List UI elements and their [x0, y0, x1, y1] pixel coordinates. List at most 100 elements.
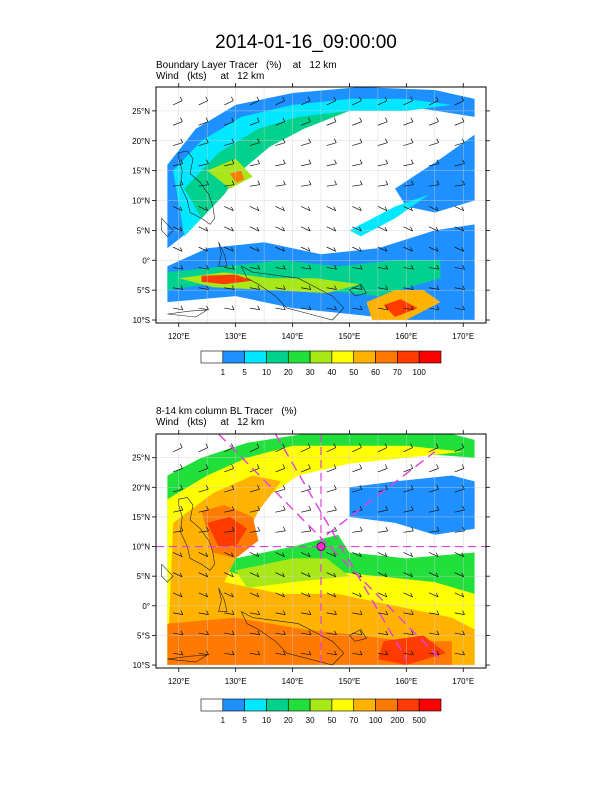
- wind-barb: [275, 159, 286, 167]
- wind-barb: [249, 443, 260, 453]
- wind-barb: [300, 592, 311, 598]
- wind-barb: [300, 226, 311, 232]
- colorbar-label: 200: [391, 716, 405, 725]
- colorbar-label: 20: [284, 716, 293, 725]
- wind-barb: [377, 206, 388, 212]
- colorbar-swatch: [331, 350, 355, 364]
- coastline: [240, 611, 345, 666]
- colorbar-swatch: [353, 350, 376, 364]
- wind-barb: [301, 305, 312, 311]
- wind-barb: [326, 265, 337, 270]
- wind-barb: [224, 206, 234, 212]
- wind-barb: [403, 285, 414, 290]
- colorbar-swatch: [244, 350, 267, 364]
- wind-barb: [198, 159, 209, 167]
- wind-barb: [326, 305, 337, 311]
- wind-barb: [377, 226, 388, 232]
- tracer-contour: [230, 170, 245, 183]
- wind-barb: [454, 630, 465, 636]
- wind-barb: [275, 650, 286, 656]
- wind-barb: [198, 117, 209, 126]
- colorbar-swatch: [244, 698, 267, 712]
- wind-barb: [352, 117, 362, 126]
- wind-barb: [403, 117, 414, 126]
- wind-barb: [429, 610, 440, 615]
- wind-barb: [224, 464, 234, 473]
- colorbar-label: 1: [221, 368, 226, 377]
- colorbar-label: 100: [413, 368, 427, 377]
- y-tick-label: 10°N: [132, 197, 150, 206]
- wind-barb: [326, 630, 337, 636]
- wind-barb: [300, 572, 311, 578]
- colorbar-swatch: [309, 698, 333, 712]
- wind-barb: [454, 265, 465, 270]
- wind-barb: [198, 592, 209, 598]
- tracer-field: [156, 434, 486, 668]
- wind-barb: [275, 485, 286, 493]
- wind-barb: [352, 265, 363, 270]
- panel2-subtitle-tracer: 8-14 km column BL Tracer (%): [156, 406, 297, 417]
- wind-barb: [300, 443, 311, 453]
- wind-barb: [275, 464, 286, 473]
- x-tick-label: 150°E: [339, 677, 361, 686]
- colorbar-swatch: [397, 698, 420, 712]
- wind-barb: [326, 650, 337, 656]
- wind-barb: [377, 610, 389, 615]
- wind-barb: [249, 610, 261, 615]
- colorbar-swatch: [222, 698, 245, 712]
- wind-barb: [326, 443, 337, 453]
- tracer-map-chart-2: 120°E 130°E 140°E 150°E 160°E 170°E25°N20°N15…: [132, 430, 490, 725]
- colorbar-label: 5: [242, 716, 247, 725]
- wind-barb: [454, 206, 465, 212]
- wind-barb: [403, 552, 413, 558]
- colorbar-swatch: [200, 350, 224, 364]
- wind-barb: [377, 180, 389, 187]
- colorbar-label: 60: [371, 368, 380, 377]
- wind-barb: [249, 138, 260, 146]
- wind-barb: [429, 505, 440, 513]
- wind-barb: [352, 630, 363, 636]
- x-tick-label: 150°E: [339, 332, 361, 341]
- tracer-contour: [349, 475, 475, 535]
- wind-barb: [454, 443, 465, 453]
- wind-barb: [326, 246, 337, 252]
- colorbar-label: 30: [306, 368, 315, 377]
- wind-barb: [198, 206, 209, 212]
- wind-barb: [173, 610, 184, 615]
- wind-barb: [172, 206, 183, 212]
- wind-barb: [454, 526, 465, 533]
- wind-barb: [172, 96, 183, 106]
- wind-barb: [429, 159, 440, 167]
- wind-barb: [454, 464, 465, 473]
- wind-barb: [377, 505, 388, 513]
- wind-barb: [454, 117, 465, 126]
- wind-barb: [173, 630, 184, 636]
- wind-barb: [377, 265, 389, 270]
- colorbar-label: 5: [242, 368, 247, 377]
- wind-barb: [326, 505, 337, 513]
- x-tick-label: 120°E: [168, 332, 190, 341]
- wind-barb: [454, 610, 465, 615]
- wind-barb: [173, 526, 184, 533]
- cross-section-line: [326, 451, 436, 536]
- wind-barb: [352, 206, 362, 212]
- coastline: [178, 150, 215, 225]
- y-tick-label: 10°S: [133, 316, 150, 325]
- wind-barb: [249, 226, 260, 232]
- wind-barb: [198, 96, 209, 106]
- colorbar-swatch: [200, 698, 224, 712]
- wind-barb: [172, 505, 184, 513]
- cross-section-line: [274, 434, 407, 660]
- wind-barb: [300, 138, 311, 146]
- wind-barb: [377, 552, 388, 558]
- wind-barb: [377, 246, 388, 252]
- wind-barb: [301, 526, 312, 533]
- wind-barb: [198, 443, 209, 453]
- wind-barb: [326, 572, 337, 578]
- wind-barb: [454, 285, 465, 290]
- wind-barb: [352, 485, 363, 493]
- wind-barb: [275, 526, 286, 533]
- wind-barb: [326, 206, 337, 212]
- x-tick-label: 130°E: [225, 332, 247, 341]
- wind-barb: [224, 138, 235, 146]
